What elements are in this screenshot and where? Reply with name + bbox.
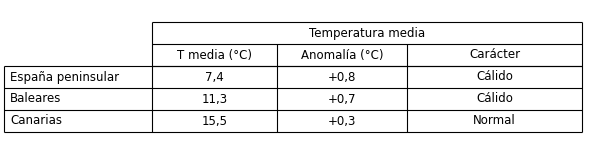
Text: Cálido: Cálido <box>476 93 513 105</box>
Text: Cálido: Cálido <box>476 70 513 83</box>
Text: T media (°C): T media (°C) <box>177 49 252 62</box>
Text: Normal: Normal <box>473 114 516 128</box>
Text: España peninsular: España peninsular <box>10 70 119 83</box>
Text: +0,7: +0,7 <box>328 93 356 105</box>
Text: 15,5: 15,5 <box>202 114 227 128</box>
Text: 11,3: 11,3 <box>202 93 227 105</box>
Text: +0,3: +0,3 <box>328 114 356 128</box>
Text: 7,4: 7,4 <box>205 70 224 83</box>
Text: Temperatura media: Temperatura media <box>309 27 425 39</box>
Text: Carácter: Carácter <box>469 49 520 62</box>
Text: Baleares: Baleares <box>10 93 61 105</box>
Text: +0,8: +0,8 <box>328 70 356 83</box>
Text: Canarias: Canarias <box>10 114 62 128</box>
Text: Anomalía (°C): Anomalía (°C) <box>301 49 383 62</box>
